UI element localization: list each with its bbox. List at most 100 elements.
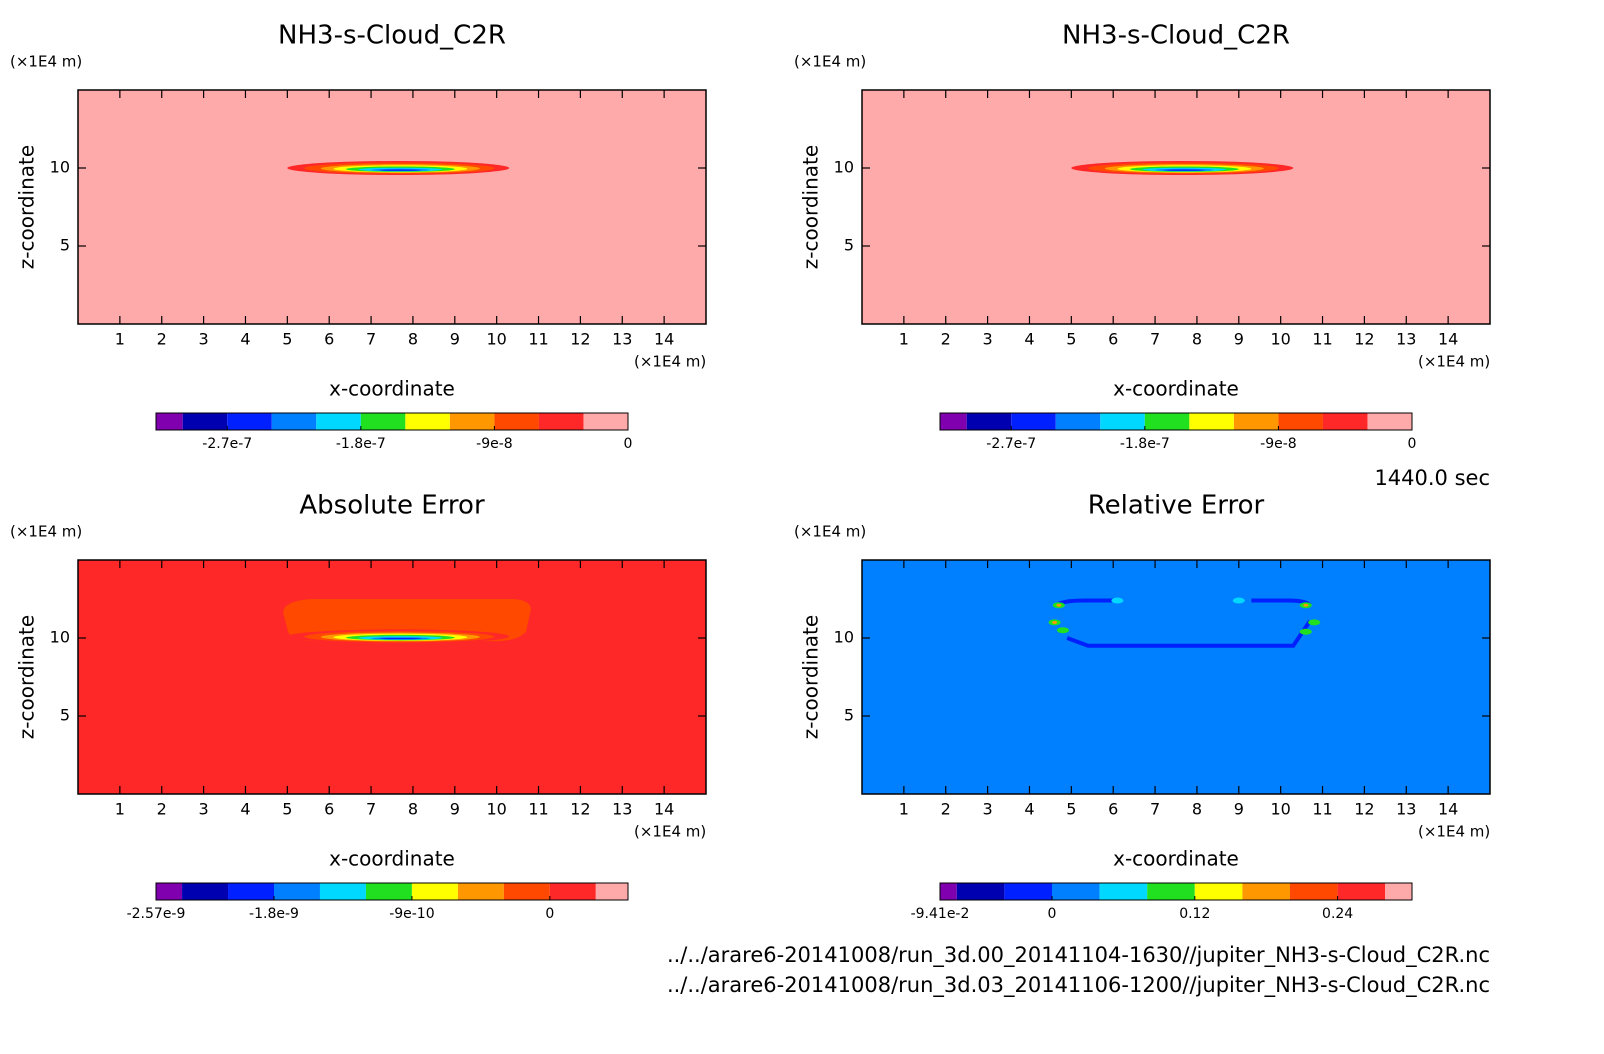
y-tick-label: 5: [60, 236, 70, 255]
x-unit: (×1E4 m): [1418, 353, 1490, 371]
x-tick-label: 10: [1270, 330, 1290, 349]
colorbar-tick-label: -2.57e-9: [127, 906, 186, 922]
colorbar-tick-label: -1.8e-7: [336, 436, 386, 452]
y-unit: (×1E4 m): [10, 53, 82, 71]
x-tick-label: 11: [528, 800, 548, 819]
x-tick-label: 7: [366, 800, 376, 819]
colorbar-segment: [1144, 413, 1190, 430]
x-tick-label: 2: [941, 330, 951, 349]
field-background: [78, 90, 706, 324]
x-tick-label: 14: [1438, 330, 1458, 349]
y-tick-label: 10: [50, 158, 70, 177]
colorbar-segment: [1011, 413, 1056, 430]
colorbar-tick-label: 0: [1408, 436, 1417, 452]
colorbar-segment: [449, 413, 495, 430]
colorbar-tick-label: 0: [545, 906, 554, 922]
colorbar-tick-label: 0.24: [1322, 906, 1353, 922]
contour-region: [379, 169, 422, 171]
file-path: ../../arare6-20141008/run_3d.00_20141104…: [667, 943, 1490, 968]
x-tick-label: 3: [983, 800, 993, 819]
panel: Relative Error (×1E4 m) (×1E4 m) x-coordina…: [794, 491, 1491, 922]
colorbar-segment: [156, 413, 183, 430]
colorbar-segment: [966, 413, 1012, 430]
x-axis-label: x-coordinate: [1113, 847, 1239, 871]
x-tick-label: 4: [1024, 330, 1034, 349]
x-tick-label: 10: [1270, 800, 1290, 819]
x-axis-label: x-coordinate: [329, 377, 455, 401]
field: [78, 560, 706, 794]
x-tick-label: 3: [199, 330, 209, 349]
colorbar-segment: [549, 883, 596, 900]
y-unit: (×1E4 m): [10, 523, 82, 541]
contour-spot: [1308, 619, 1321, 626]
x-tick-label: 5: [282, 800, 292, 819]
x-tick-label: 8: [408, 800, 418, 819]
x-tick-label: 12: [570, 330, 590, 349]
panel: Absolute Error (×1E4 m) (×1E4 m) x-coordina…: [10, 491, 707, 922]
colorbar-segment: [1242, 883, 1291, 900]
colorbar-tick-label: -9e-10: [389, 906, 434, 922]
colorbar-frame: [939, 412, 1413, 431]
x-tick-label: 1: [899, 330, 909, 349]
x-tick-label: 6: [324, 800, 334, 819]
x-unit: (×1E4 m): [1418, 823, 1490, 841]
x-tick-label: 1: [115, 800, 125, 819]
colorbar-segment: [360, 413, 406, 430]
panel-title: Absolute Error: [299, 491, 485, 521]
x-tick-label: 13: [1396, 800, 1416, 819]
colorbar-segment: [1147, 883, 1195, 900]
x-tick-label: 2: [157, 330, 167, 349]
colorbar-segment: [411, 883, 458, 900]
x-tick-label: 1: [115, 330, 125, 349]
colorbar-segment: [1385, 883, 1412, 900]
contour-spot: [1056, 603, 1062, 607]
contour-spot: [1232, 597, 1245, 604]
y-axis-label: z-coordinate: [799, 145, 823, 269]
y-tick-label: 5: [60, 706, 70, 725]
x-tick-label: 6: [1108, 800, 1118, 819]
y-unit: (×1E4 m): [794, 53, 866, 71]
contour-spot: [1111, 597, 1124, 604]
colorbar-segment: [1100, 413, 1145, 430]
x-tick-label: 14: [654, 800, 674, 819]
colorbar-segment: [1189, 413, 1234, 430]
field: [78, 90, 706, 324]
plot-frame: [861, 89, 1491, 325]
colorbar-segment: [228, 883, 274, 900]
colorbar-tick-label: -1.8e-9: [249, 906, 299, 922]
x-tick-label: 3: [199, 800, 209, 819]
x-tick-label: 8: [408, 330, 418, 349]
panel: NH3-s-Cloud_C2R (×1E4 m) (×1E4 m) x-coordin…: [10, 21, 707, 452]
x-tick-label: 11: [528, 330, 548, 349]
colorbar-segment: [274, 883, 320, 900]
colorbar-segment: [1099, 883, 1148, 900]
x-tick-label: 4: [1024, 800, 1034, 819]
colorbar-segment: [405, 413, 450, 430]
x-tick-label: 2: [157, 800, 167, 819]
colorbar-segment: [1004, 883, 1052, 900]
x-tick-label: 13: [612, 800, 632, 819]
colorbar-segment: [1367, 413, 1412, 430]
x-tick-label: 10: [486, 800, 506, 819]
y-axis-label: z-coordinate: [15, 145, 39, 269]
colorbar-segment: [156, 883, 183, 900]
colorbar-frame: [155, 882, 629, 901]
x-tick-label: 12: [570, 800, 590, 819]
colorbar-segment: [1278, 413, 1323, 430]
x-tick-label: 11: [1312, 800, 1332, 819]
y-tick-label: 5: [844, 236, 854, 255]
panel-title: NH3-s-Cloud_C2R: [1062, 21, 1290, 51]
colorbar-segment: [494, 413, 539, 430]
x-axis-label: x-coordinate: [329, 847, 455, 871]
plot-frame: [77, 89, 707, 325]
colorbar-segment: [583, 413, 628, 430]
x-tick-label: 13: [612, 330, 632, 349]
x-tick-label: 12: [1354, 330, 1374, 349]
colorbar-segment: [538, 413, 584, 430]
time-label: 1440.0 sec: [1374, 466, 1490, 490]
colorbar-segment: [1051, 883, 1100, 900]
colorbar-segment: [227, 413, 272, 430]
panel: NH3-s-Cloud_C2R (×1E4 m) (×1E4 m) x-coordin…: [794, 21, 1491, 452]
contour-region: [379, 638, 422, 640]
